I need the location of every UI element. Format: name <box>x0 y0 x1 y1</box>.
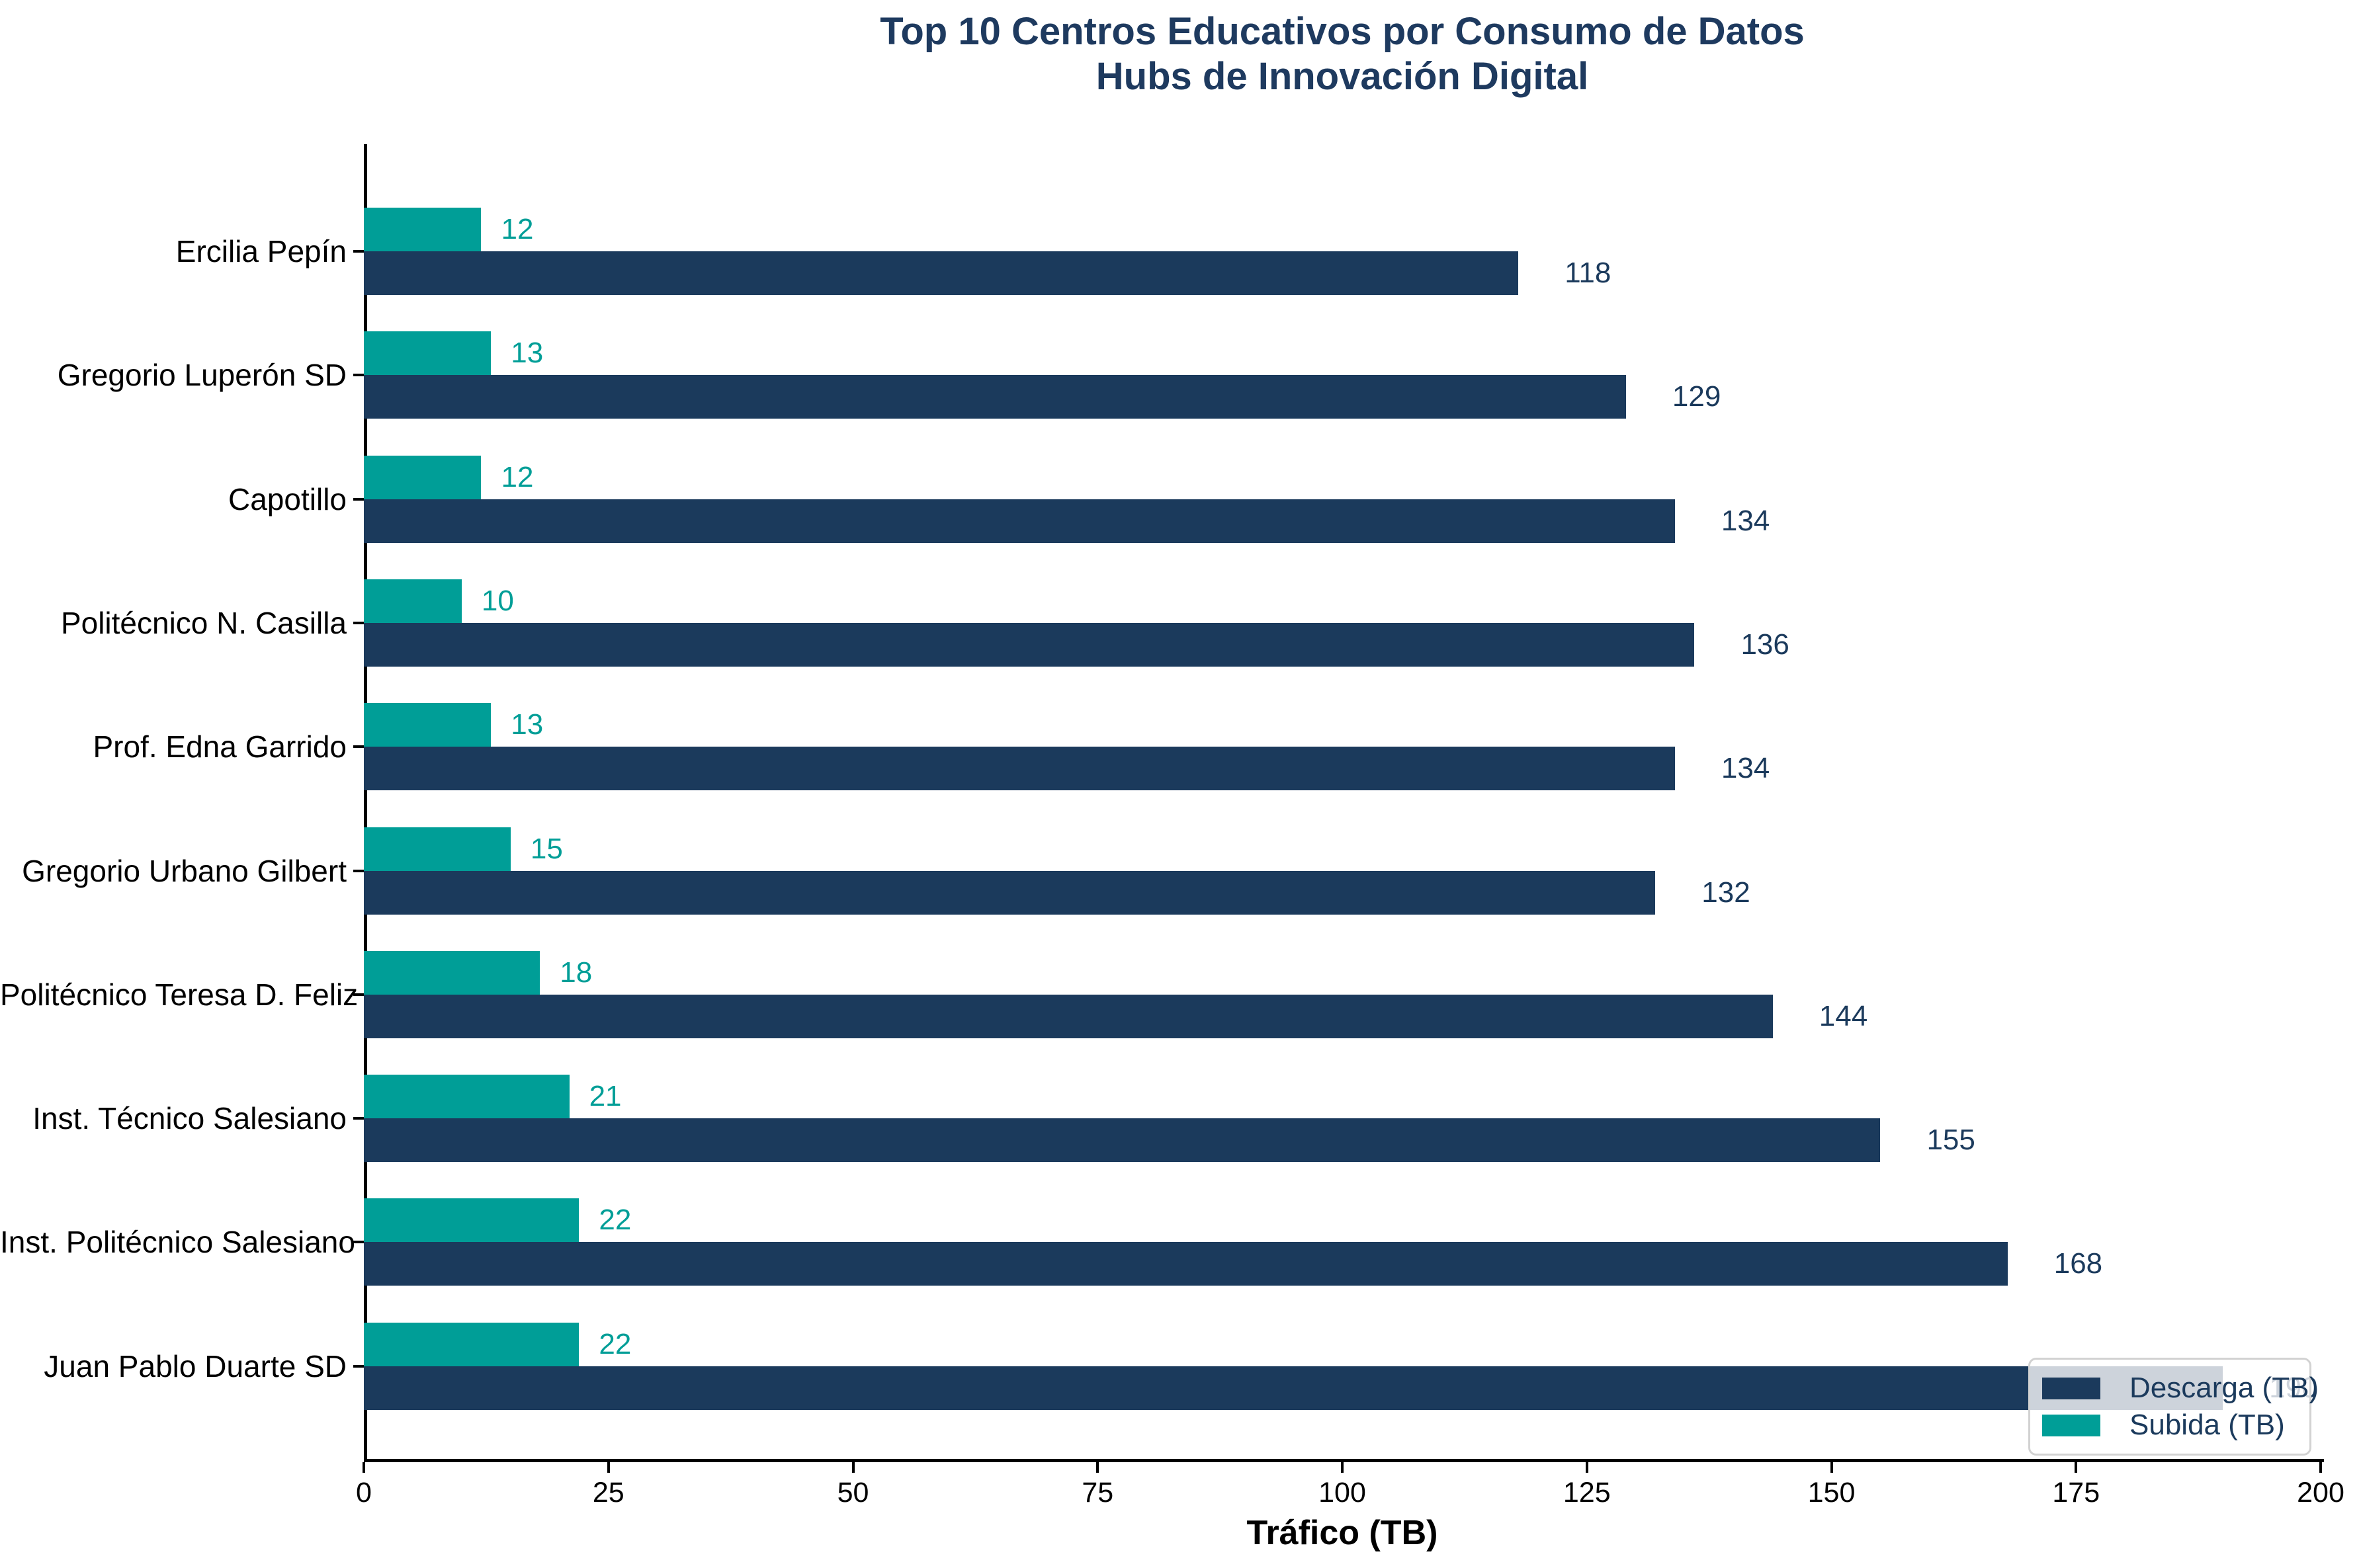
chart-title: Top 10 Centros Educativos por Consumo de… <box>364 9 2321 99</box>
bar-subida <box>364 1075 570 1119</box>
bar-subida <box>364 703 492 747</box>
x-tick-label: 125 <box>1563 1477 1611 1508</box>
bar-value-label: 15 <box>530 832 563 865</box>
y-axis-label: Capotillo <box>228 481 347 516</box>
x-tick-label: 25 <box>592 1477 624 1508</box>
bar-descarga <box>364 747 1675 791</box>
legend-label-descarga: Descarga (TB) <box>2129 1372 2319 1404</box>
bar-subida <box>364 1198 580 1243</box>
y-tick <box>353 993 364 996</box>
legend-swatch-descarga <box>2042 1377 2100 1399</box>
y-tick <box>353 1117 364 1120</box>
chart-title-line2: Hubs de Innovación Digital <box>1095 55 1589 98</box>
bar-value-label: 134 <box>1721 504 1770 537</box>
y-axis-label: Politécnico Teresa D. Feliz <box>0 977 359 1012</box>
bar-subida <box>364 208 482 251</box>
y-tick <box>353 869 364 872</box>
x-tick <box>1096 1462 1099 1473</box>
y-axis-label: Gregorio Luperón SD <box>57 358 347 393</box>
bar-descarga <box>364 1366 2223 1410</box>
bar-descarga <box>364 499 1675 543</box>
y-tick <box>353 497 364 501</box>
x-tick <box>363 1462 365 1473</box>
x-tick <box>851 1462 855 1473</box>
y-tick <box>353 745 364 749</box>
bar-value-label: 21 <box>589 1080 622 1113</box>
bar-subida <box>364 331 492 376</box>
bar-descarga <box>364 870 1656 915</box>
x-tick-label: 75 <box>1082 1477 1114 1508</box>
x-axis-title: Tráfico (TB) <box>1246 1514 1438 1552</box>
y-axis-label: Politécnico N. Casilla <box>60 605 347 640</box>
bar-value-label: 22 <box>599 1327 632 1360</box>
x-tick-label: 50 <box>837 1477 869 1508</box>
bar-value-label: 132 <box>1701 876 1750 909</box>
x-tick <box>1341 1462 1344 1473</box>
y-axis-label: Inst. Técnico Salesiano <box>32 1101 347 1136</box>
y-tick <box>353 621 364 624</box>
legend: Descarga (TB) Subida (TB) <box>2028 1358 2319 1456</box>
bar-value-label: 155 <box>1926 1124 1975 1157</box>
bar-subida <box>364 579 462 623</box>
bar-value-label: 136 <box>1740 628 1789 661</box>
y-tick <box>353 1364 364 1368</box>
bar-value-label: 18 <box>560 956 593 989</box>
bar-value-label: 10 <box>481 584 514 617</box>
bar-descarga <box>364 1242 2008 1286</box>
bar-subida <box>364 455 482 499</box>
y-tick <box>353 374 364 377</box>
legend-label-subida: Subida (TB) <box>2129 1409 2285 1441</box>
bar-descarga <box>364 1118 1881 1163</box>
legend-item-subida: Subida (TB) <box>2042 1409 2295 1441</box>
x-tick-label: 150 <box>1807 1477 1856 1508</box>
y-axis-label: Prof. Edna Garrido <box>93 729 347 764</box>
x-tick-label: 100 <box>1318 1477 1366 1508</box>
bar-value-label: 12 <box>501 213 534 245</box>
plot-area <box>364 144 2324 1462</box>
x-tick <box>1585 1462 1588 1473</box>
bar-value-label: 118 <box>1565 257 1611 289</box>
bar-subida <box>364 1322 580 1366</box>
x-tick <box>2075 1462 2078 1473</box>
y-tick <box>353 250 364 253</box>
x-tick-label: 0 <box>356 1477 372 1508</box>
y-tick <box>353 1241 364 1244</box>
bar-descarga <box>364 375 1626 419</box>
y-axis-label: Juan Pablo Duarte SD <box>44 1348 347 1383</box>
bar-value-label: 13 <box>511 708 544 741</box>
bar-value-label: 12 <box>501 460 534 493</box>
bar-value-label: 144 <box>1819 999 1868 1032</box>
bar-value-label: 134 <box>1721 752 1770 785</box>
legend-item-descarga: Descarga (TB) <box>2042 1372 2319 1404</box>
y-axis-label: Gregorio Urbano Gilbert <box>22 853 347 888</box>
bar-value-label: 129 <box>1672 380 1721 413</box>
bar-value-label: 22 <box>599 1204 632 1237</box>
x-tick <box>2319 1462 2322 1473</box>
x-tick <box>607 1462 610 1473</box>
y-axis-label: Inst. Politécnico Salesiano <box>0 1225 355 1260</box>
bar-descarga <box>364 622 1695 667</box>
bar-descarga <box>364 994 1773 1038</box>
bar-value-label: 13 <box>511 337 544 370</box>
x-tick-label: 175 <box>2052 1477 2100 1508</box>
bar-subida <box>364 950 540 995</box>
x-tick-label: 200 <box>2297 1477 2344 1508</box>
bar-subida <box>364 827 511 871</box>
chart-title-line1: Top 10 Centros Educativos por Consumo de… <box>880 10 1805 53</box>
bar-value-label: 168 <box>2053 1247 2103 1280</box>
x-tick <box>1830 1462 1833 1473</box>
legend-swatch-subida <box>2042 1414 2100 1436</box>
bar-descarga <box>364 251 1519 295</box>
y-axis-label: Ercilia Pepín <box>175 234 347 268</box>
